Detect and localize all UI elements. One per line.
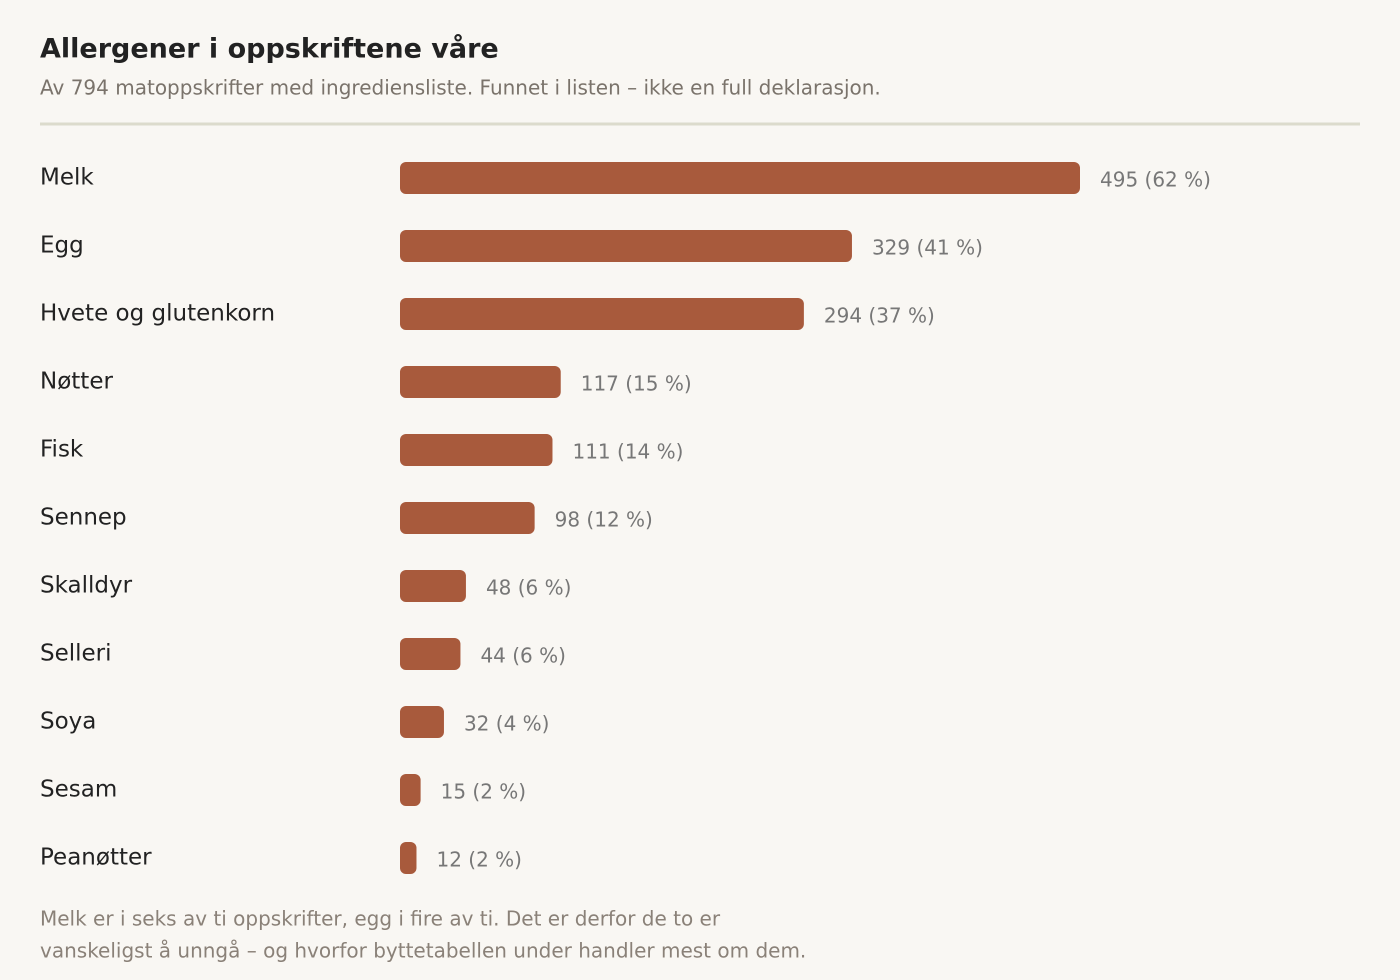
note-line: Melk er i seks av ti oppskrifter, egg i … xyxy=(40,907,721,931)
category-label: Soya xyxy=(40,709,96,735)
note-line: vanskeligst å unngå – og hvorfor bytteta… xyxy=(40,939,806,963)
category-label: Hvete og glutenkorn xyxy=(40,301,275,327)
chart-subtitle: Av 794 matoppskrifter med ingredienslist… xyxy=(40,76,881,100)
chart-title: Allergener i oppskriftene våre xyxy=(40,33,499,65)
value-label: 12 (2 %) xyxy=(436,848,522,872)
value-label: 111 (14 %) xyxy=(572,440,683,464)
bar xyxy=(400,230,852,262)
value-label: 44 (6 %) xyxy=(480,644,566,668)
bar xyxy=(400,706,444,738)
category-label: Peanøtter xyxy=(40,845,152,871)
value-label: 98 (12 %) xyxy=(555,508,653,532)
category-label: Selleri xyxy=(40,641,112,667)
value-label: 32 (4 %) xyxy=(464,712,550,736)
category-label: Nøtter xyxy=(40,369,113,395)
category-label: Skalldyr xyxy=(40,573,133,599)
value-label: 15 (2 %) xyxy=(441,780,527,804)
bar xyxy=(400,842,417,874)
value-label: 294 (37 %) xyxy=(824,304,935,328)
bar xyxy=(400,502,535,534)
bar xyxy=(400,570,466,602)
value-label: 48 (6 %) xyxy=(486,576,572,600)
value-label: 495 (62 %) xyxy=(1100,168,1211,192)
category-label: Fisk xyxy=(40,437,84,463)
bar xyxy=(400,162,1080,194)
category-label: Egg xyxy=(40,233,84,259)
bar xyxy=(400,638,461,670)
bar xyxy=(400,434,553,466)
category-label: Sennep xyxy=(40,505,127,531)
category-label: Melk xyxy=(40,165,94,191)
bar xyxy=(400,774,421,806)
value-label: 117 (15 %) xyxy=(581,372,692,396)
value-label: 329 (41 %) xyxy=(872,236,983,260)
bar xyxy=(400,366,561,398)
bar xyxy=(400,298,804,330)
category-label: Sesam xyxy=(40,777,117,803)
